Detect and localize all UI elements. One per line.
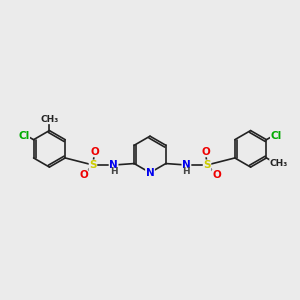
Text: N: N <box>109 160 118 170</box>
Text: S: S <box>203 160 211 170</box>
Text: H: H <box>183 167 190 176</box>
Text: CH₃: CH₃ <box>269 159 288 168</box>
Text: N: N <box>182 160 191 170</box>
Text: O: O <box>212 170 221 180</box>
Text: O: O <box>90 147 99 157</box>
Text: N: N <box>146 168 154 178</box>
Text: Cl: Cl <box>271 131 282 142</box>
Text: S: S <box>89 160 97 170</box>
Text: O: O <box>201 147 210 157</box>
Text: Cl: Cl <box>18 131 29 142</box>
Text: CH₃: CH₃ <box>40 115 58 124</box>
Text: O: O <box>79 170 88 180</box>
Text: H: H <box>110 167 117 176</box>
